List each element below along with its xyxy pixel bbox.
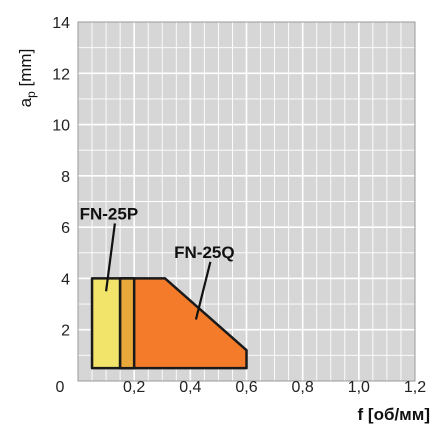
x-tick-labels: 0,2 0,4 0,6 0,8 1,0 1,2 (123, 379, 426, 396)
y-tick-label: 10 (52, 118, 70, 135)
y-tick-label: 8 (61, 169, 70, 186)
x-tick-label: 0,4 (179, 379, 201, 396)
x-tick-label: 0,6 (235, 379, 257, 396)
y-axis-title-unit: [mm] (16, 49, 35, 92)
y-axis-title-sub: p (24, 91, 38, 98)
y-tick-label: 2 (61, 323, 70, 340)
y-axis-title: ap [mm] (16, 49, 38, 108)
y-tick-label: 4 (61, 271, 70, 288)
annotation-label: FN-25P (80, 204, 139, 223)
annotation-pointer (194, 261, 212, 320)
annotation-label: FN-25Q (174, 243, 234, 262)
origin-label: 0 (56, 379, 65, 396)
region-overlap (118, 277, 136, 370)
y-tick-label: 14 (52, 15, 70, 32)
y-tick-labels: 2 4 6 8 10 12 14 (52, 15, 70, 340)
x-tick-label: 0,8 (292, 379, 314, 396)
annotation-pointer (104, 223, 116, 292)
x-tick-label: 1,0 (348, 379, 370, 396)
y-tick-label: 6 (61, 220, 70, 237)
x-axis-title: f [об/мм] (358, 405, 430, 424)
plot-frame (77, 21, 416, 382)
y-axis-title-main: a (16, 97, 35, 107)
annotations: FN-25P FN-25Q (80, 204, 235, 320)
y-tick-label: 12 (52, 66, 70, 83)
x-tick-label: 1,2 (404, 379, 426, 396)
regions (90, 277, 248, 370)
x-tick-label: 0,2 (123, 379, 145, 396)
